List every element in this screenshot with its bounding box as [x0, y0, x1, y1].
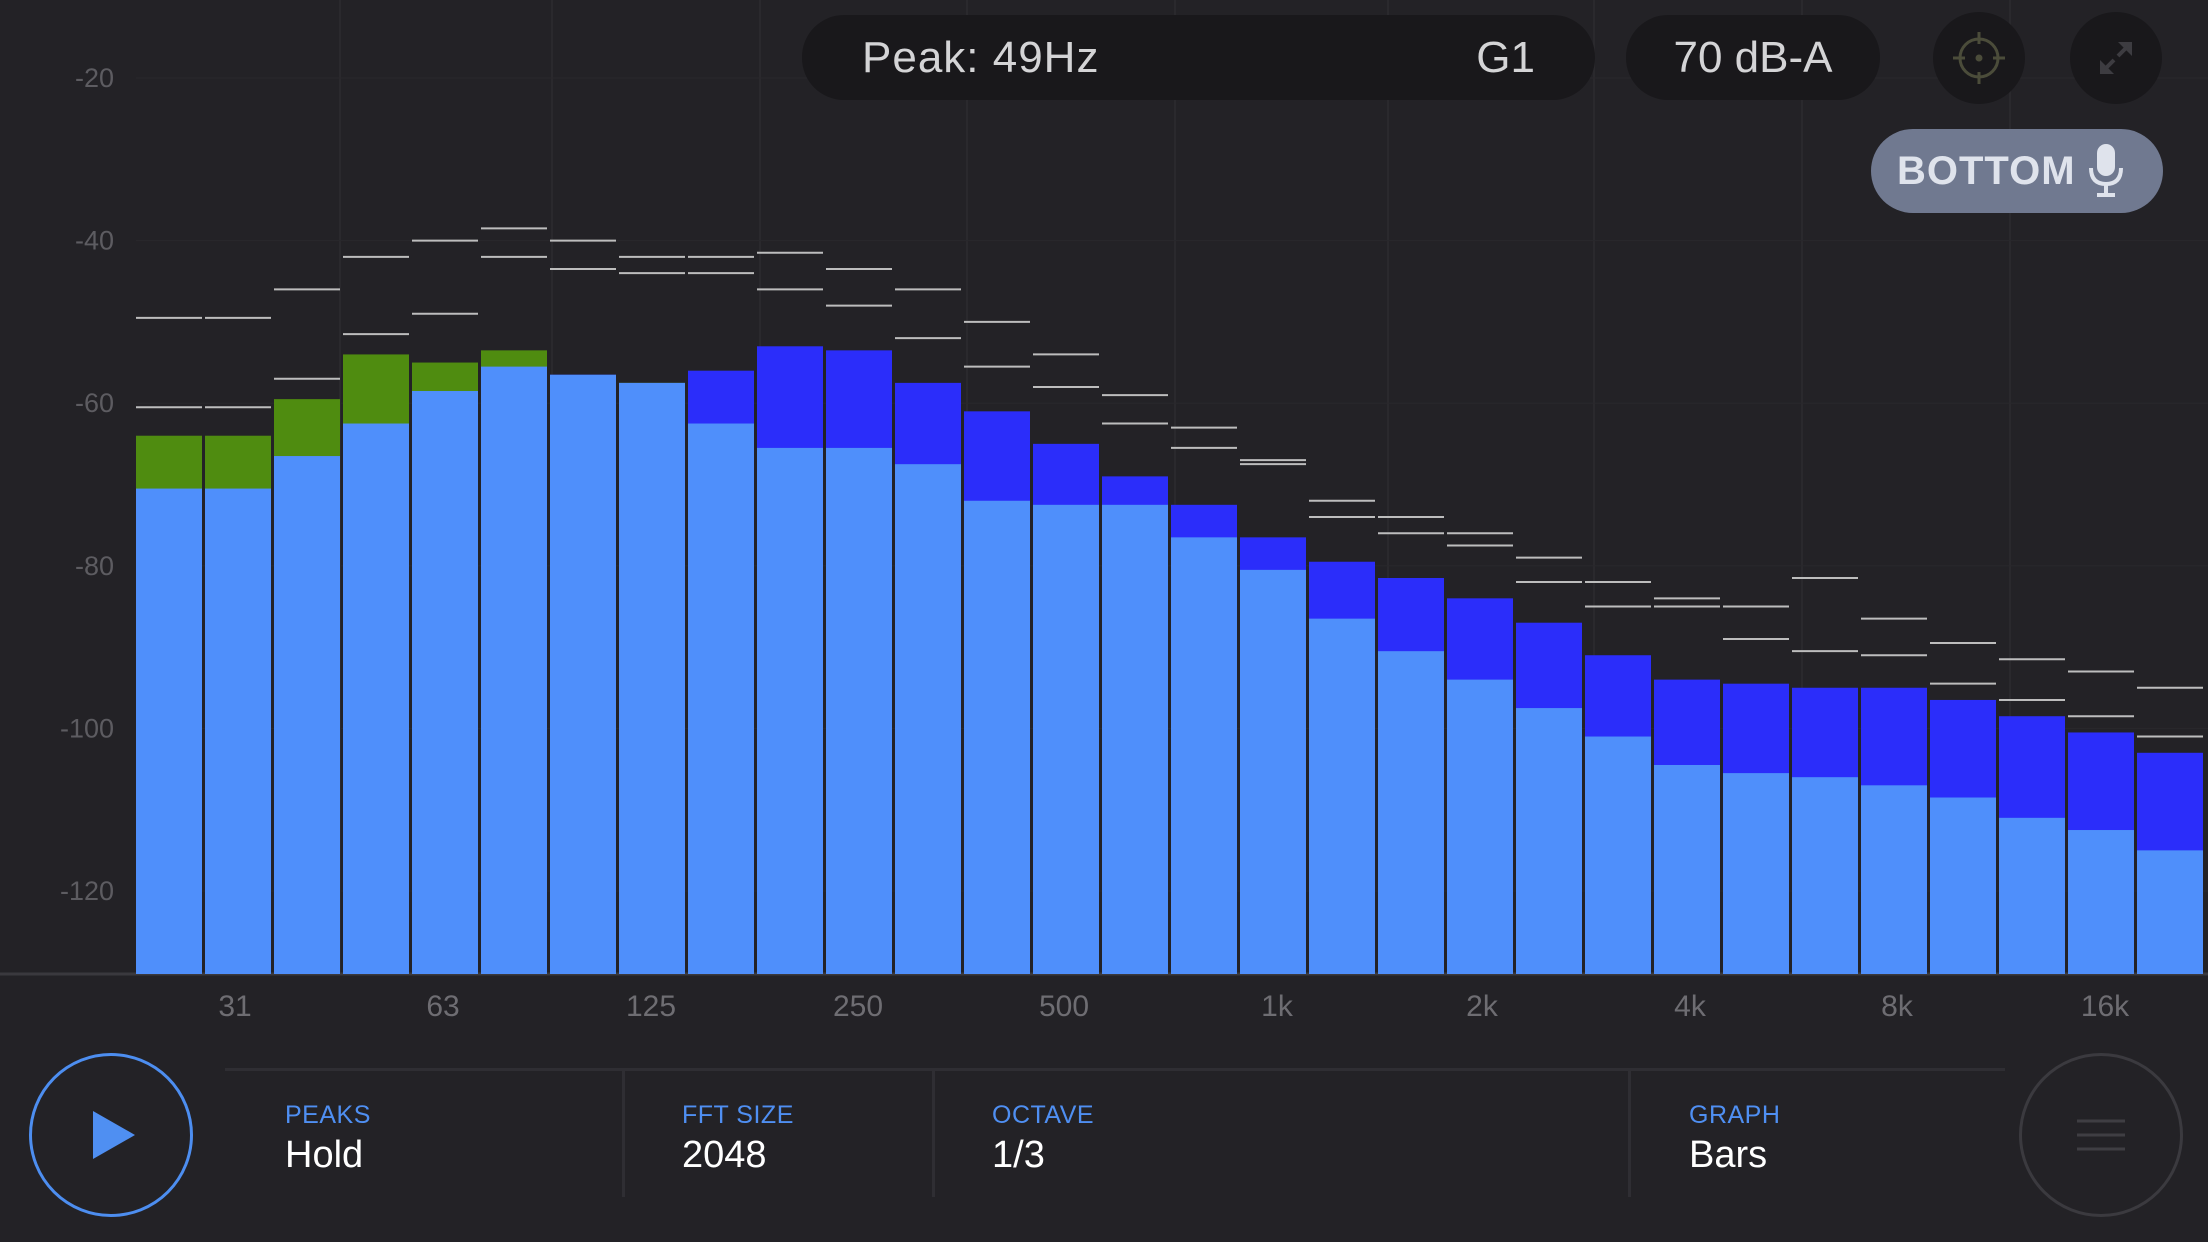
y-tick-label: -100: [60, 713, 114, 743]
sound-level-text: 70 dB-A: [1673, 33, 1833, 82]
controls-separator: [1628, 1071, 1631, 1197]
peak-frequency-readout: Peak: 49Hz G1: [802, 15, 1595, 100]
current-level-bar: [1378, 651, 1444, 974]
x-tick-label: 1k: [1261, 990, 1294, 1023]
current-level-bar: [619, 382, 685, 974]
current-level-bar: [1102, 504, 1168, 974]
microphone-select-button[interactable]: BOTTOM: [1871, 129, 2163, 213]
peak-note-text: G1: [1476, 33, 1535, 82]
controls-separator: [622, 1071, 625, 1197]
current-level-bar: [757, 447, 823, 974]
current-level-bar: [550, 374, 616, 974]
fft-size-label: FFT SIZE: [682, 1101, 794, 1129]
chart-peak-markers: [136, 227, 2203, 738]
current-level-bar: [1171, 537, 1237, 974]
current-level-bar: [895, 464, 961, 974]
x-tick-label: 500: [1039, 990, 1089, 1023]
controls-divider: [225, 1068, 2005, 1071]
crosshair-target-button[interactable]: [1933, 12, 2025, 104]
play-button[interactable]: [29, 1053, 193, 1217]
y-tick-label: -120: [60, 876, 114, 906]
hamburger-menu-icon: [2077, 1119, 2125, 1151]
current-level-bar: [1240, 569, 1306, 974]
current-level-bar: [1447, 679, 1513, 974]
graph-setting[interactable]: GRAPH Bars: [1689, 1100, 1780, 1178]
current-level-bar: [1654, 764, 1720, 974]
peaks-label: PEAKS: [285, 1101, 371, 1129]
current-level-bar: [343, 423, 409, 974]
x-tick-label: 8k: [1881, 990, 1914, 1023]
current-level-bar: [2137, 850, 2203, 974]
fft-size-setting[interactable]: FFT SIZE 2048: [682, 1100, 794, 1178]
current-level-bar: [1930, 797, 1996, 974]
x-tick-label: 2k: [1466, 990, 1499, 1023]
spectrum-chart: -20 -40 -60 -80 -100 -120 31 63 125 250 500 1k 2k 4k…: [0, 63, 2208, 1023]
current-level-bar: [412, 391, 478, 974]
current-level-bar: [481, 366, 547, 974]
controls-separator: [932, 1071, 935, 1197]
current-level-bar: [1792, 777, 1858, 974]
current-level-bar: [1585, 736, 1651, 974]
peaks-setting[interactable]: PEAKS Hold: [285, 1100, 371, 1178]
x-tick-label: 16k: [2081, 990, 2130, 1023]
graph-value: Bars: [1689, 1134, 1768, 1176]
current-level-bar: [2068, 830, 2134, 974]
current-level-bar: [826, 447, 892, 974]
x-tick-label: 63: [426, 990, 459, 1023]
graph-label: GRAPH: [1689, 1101, 1781, 1129]
octave-setting[interactable]: OCTAVE 1/3: [992, 1100, 1094, 1178]
x-tick-label: 250: [833, 990, 883, 1023]
chart-bars: [136, 346, 2203, 975]
x-tick-label: 31: [218, 990, 251, 1023]
peaks-value: Hold: [285, 1134, 364, 1176]
y-tick-label: -20: [75, 63, 114, 93]
y-tick-label: -60: [75, 388, 114, 418]
sound-level-readout: 70 dB-A: [1626, 15, 1880, 100]
current-level-bar: [1861, 785, 1927, 974]
crosshair-target-icon: [1953, 32, 2005, 84]
expand-arrows-icon: [2100, 42, 2132, 74]
octave-value: 1/3: [992, 1134, 1045, 1176]
current-level-bar: [964, 500, 1030, 974]
current-level-bar: [1999, 817, 2065, 974]
current-level-bar: [1033, 504, 1099, 974]
y-tick-label: -40: [75, 226, 114, 256]
current-level-bar: [1516, 708, 1582, 974]
microphone-icon: [2088, 144, 2123, 197]
microphone-label: BOTTOM: [1897, 148, 2076, 193]
x-tick-label: 4k: [1674, 990, 1707, 1023]
fft-size-value: 2048: [682, 1134, 767, 1176]
current-level-bar: [688, 423, 754, 974]
x-axis-ticks: 31 63 125 250 500 1k 2k 4k 8k 16k: [218, 990, 2130, 1023]
menu-button[interactable]: [2019, 1053, 2183, 1217]
y-tick-label: -80: [75, 551, 114, 581]
current-level-bar: [1723, 773, 1789, 974]
current-level-bar: [274, 456, 340, 974]
x-tick-label: 125: [626, 990, 676, 1023]
expand-button[interactable]: [2070, 12, 2162, 104]
y-axis-ticks: -20 -40 -60 -80 -100 -120: [60, 63, 114, 906]
play-icon: [93, 1111, 135, 1159]
current-level-bar: [1309, 618, 1375, 974]
current-level-bar: [205, 488, 271, 974]
peak-frequency-text: Peak: 49Hz: [862, 33, 1100, 82]
current-level-bar: [136, 488, 202, 974]
octave-label: OCTAVE: [992, 1101, 1095, 1129]
